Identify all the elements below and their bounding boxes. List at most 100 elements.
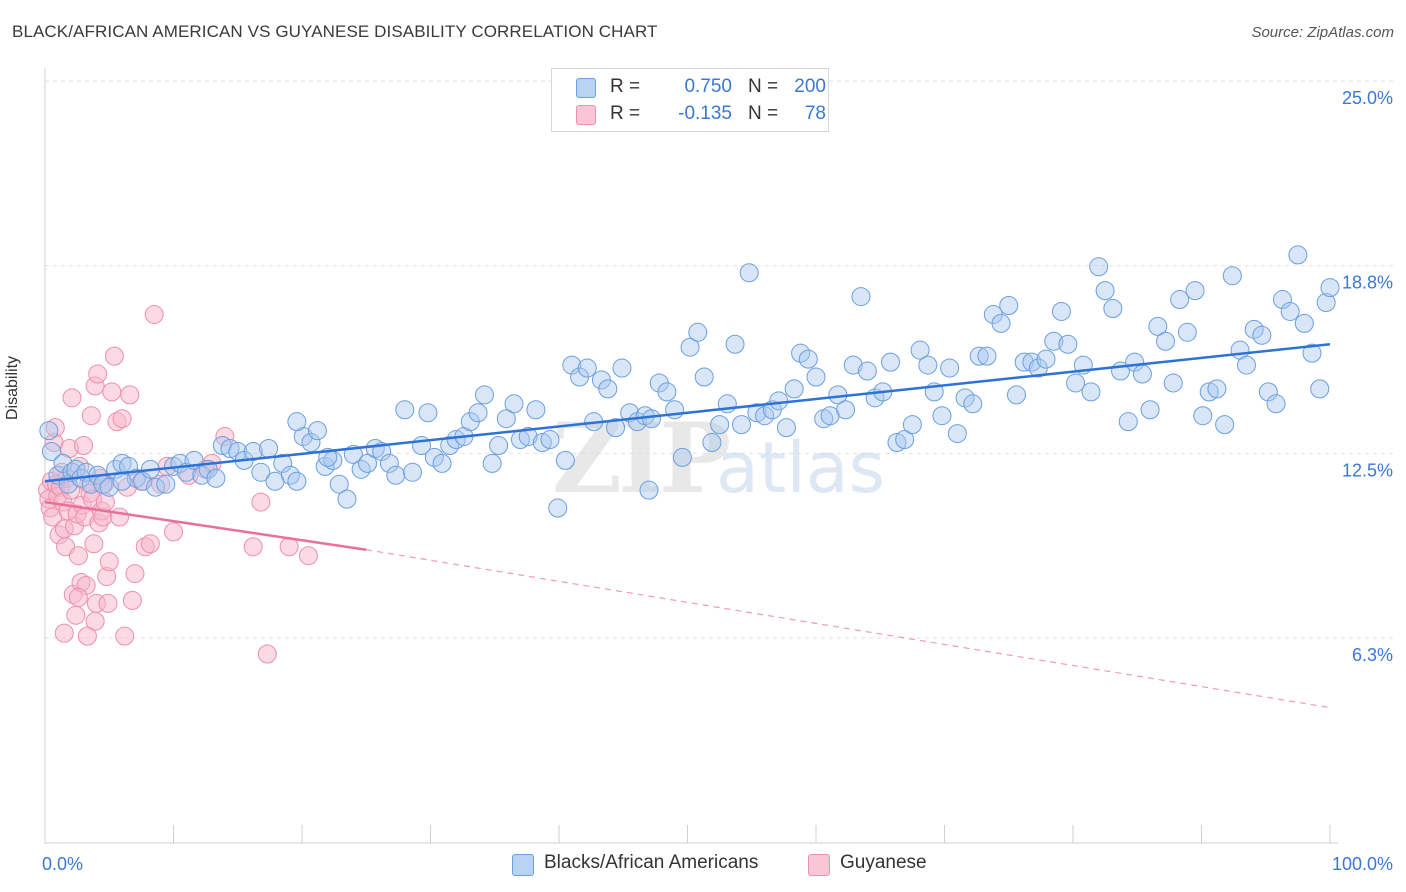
blacks-point [386,465,406,485]
blacks-point [1215,415,1235,435]
blacks-point [776,418,796,438]
blacks-point [739,263,759,283]
blacks-point [1066,373,1086,393]
blacks-point [251,462,271,482]
y-tick-label: 12.5% [1342,460,1393,480]
blacks-point [337,489,357,509]
guyanese-point [112,409,132,429]
blacks-point [1316,293,1336,313]
guyanese-point [110,507,130,527]
blacks-point [540,430,560,450]
blacks-point [955,388,975,408]
guyanese-point [164,522,183,542]
bottom-legend-label: Blacks/African Americans [544,852,759,873]
legend-n-value: 78 [804,103,826,124]
blacks-point [1288,245,1308,265]
blacks-point [1272,290,1292,310]
axes [44,68,1338,844]
blacks-point [555,450,575,470]
blacks-point [243,441,263,461]
blacks-point [843,355,863,375]
blacks-point [39,421,59,441]
blacks-point [156,474,176,494]
legend-r-label: R = [610,103,641,124]
guyanese-trend-line [44,500,367,551]
legend-r-label: R = [610,76,641,97]
blacks-point [518,427,538,447]
guyanese-point [122,590,142,610]
guyanese-point [62,388,82,408]
blacks-point [969,346,989,366]
guyanese-point [88,364,108,384]
guyanese-trend-extrapolation [366,549,1331,709]
blacks-point [1163,373,1183,393]
blacks-point [99,477,119,497]
legend-swatch-blue [576,78,596,98]
blacks-point [694,367,714,387]
blacks-point [1302,343,1322,363]
y-tick-label: 6.3% [1352,645,1393,665]
blacks-point [1006,385,1026,405]
blacks-point [432,453,452,473]
blacks-point [851,287,871,307]
blacks-point [887,433,907,453]
blacks-point [133,471,153,491]
series-guyanese [38,304,318,664]
guyanese-point [120,385,140,405]
blacks-point [395,400,415,420]
guyanese-point [125,564,145,584]
blacks-point [1266,394,1286,414]
blacks-point [1222,266,1242,286]
guyanese-point [54,623,74,643]
blacks-point [991,313,1011,333]
bottom-legend-swatch-blue [512,854,534,876]
blacks-point [318,447,338,467]
blacks-point [657,382,677,402]
blacks-point [932,406,952,426]
bottom-legend-swatch-pink [808,854,830,876]
legend-n-label: N = [748,76,779,97]
blacks-point [769,391,789,411]
blacks-point [424,447,444,467]
blacks-point [1244,319,1264,339]
legend-r-value: 0.750 [684,76,732,97]
blacks-point [755,406,775,426]
blacks-point [918,355,938,375]
blacks-point [532,433,552,453]
guyanese-point [85,611,105,631]
blacks-point [358,453,378,473]
guyanese-point [298,546,318,566]
blacks-point [612,358,632,378]
blacks-point [548,498,568,518]
blacks-point [598,379,618,399]
guyanese-point [144,304,164,324]
blacks-point [1310,379,1330,399]
blacks-point [1156,331,1176,351]
blacks-point [1095,281,1115,301]
blacks-point [307,421,327,441]
y-axis-label: Disability [4,355,21,420]
bottom-legend-label: Guyanese [840,852,927,873]
guyanese-point [74,435,94,455]
legend-n-value: 200 [794,76,826,97]
blacks-point [1036,349,1056,369]
blacks-point [496,409,516,429]
blacks-point [881,352,901,372]
y-tick-label: 18.8% [1342,273,1393,293]
trend-lines [44,342,1331,709]
blacks-point [806,367,826,387]
blacks-point [1058,334,1078,354]
blacks-point [639,480,659,500]
guyanese-point [77,626,97,646]
chart-title: BLACK/AFRICAN AMERICAN VS GUYANESE DISAB… [12,22,658,41]
blacks-point [1081,382,1101,402]
blacks-point [562,355,582,375]
legend-r-value: -0.135 [678,103,732,124]
blacks-point [963,394,983,414]
blacks-point [206,468,226,488]
blacks-point [489,435,509,455]
blacks-point [857,361,877,381]
blacks-point [999,296,1019,316]
guyanese-point [81,406,101,426]
